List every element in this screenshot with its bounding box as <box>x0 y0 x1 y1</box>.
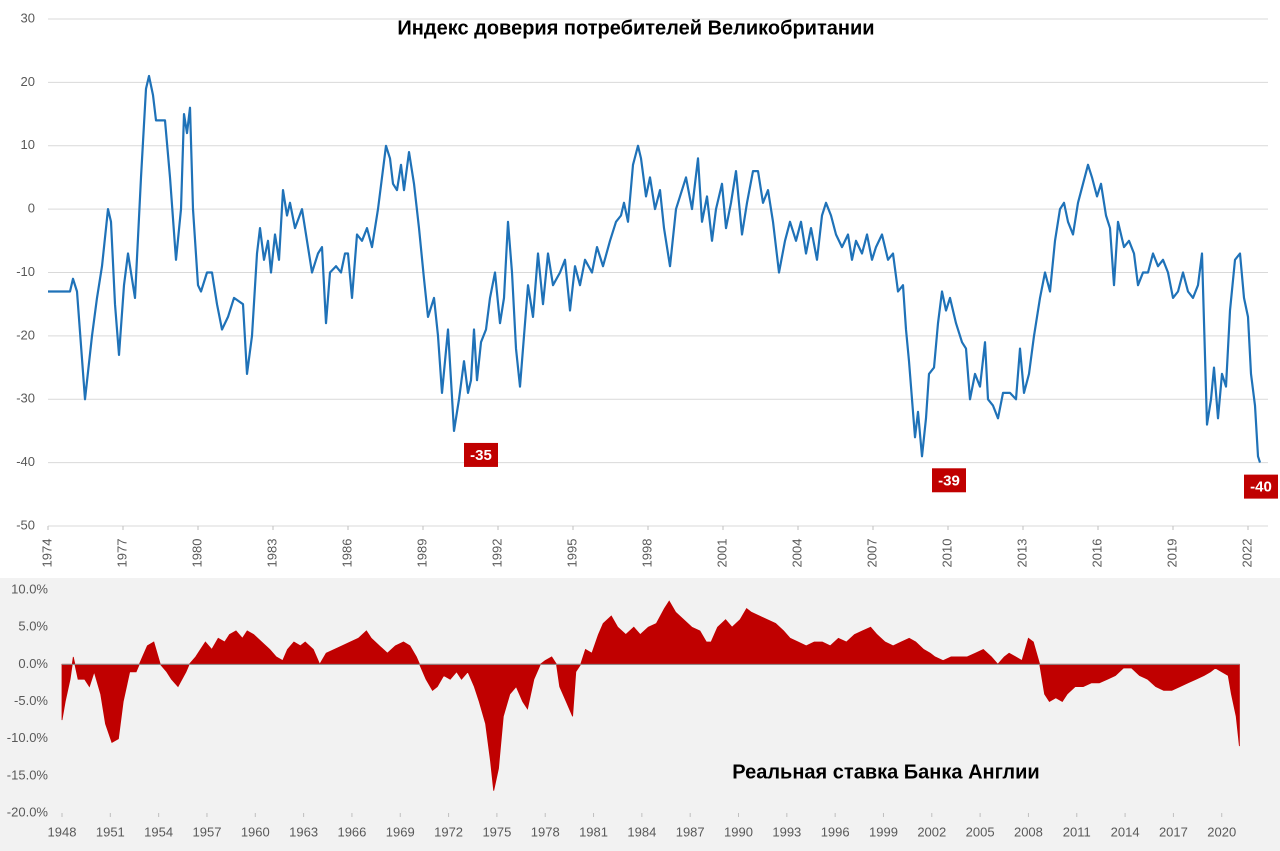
x-tick-label: 1996 <box>821 824 850 839</box>
annotation-label: -40 <box>1250 479 1272 496</box>
x-tick-label: 2019 <box>1164 539 1179 568</box>
x-tick-label: 1960 <box>241 824 270 839</box>
x-tick-label: 2007 <box>864 539 879 568</box>
y-tick-label: 30 <box>21 10 35 25</box>
x-tick-label: 2008 <box>1014 824 1043 839</box>
chart-title: Индекс доверия потребителей Великобритан… <box>397 17 874 39</box>
annotation-label: -39 <box>938 472 960 489</box>
x-tick-label: 1990 <box>724 824 753 839</box>
x-tick-label: 2014 <box>1111 824 1140 839</box>
x-tick-label: 1980 <box>189 539 204 568</box>
area <box>61 600 1240 791</box>
x-tick-label: 1986 <box>339 539 354 568</box>
x-tick-label: 1954 <box>144 824 173 839</box>
x-tick-label: 2005 <box>966 824 995 839</box>
y-tick-label: 20 <box>21 74 35 89</box>
y-tick-label: 10 <box>21 137 35 152</box>
x-tick-label: 1977 <box>114 539 129 568</box>
x-tick-label: 2016 <box>1089 539 1104 568</box>
x-tick-label: 2020 <box>1207 824 1236 839</box>
y-tick-label: -10 <box>16 264 35 279</box>
y-tick-label: -10.0% <box>7 730 49 745</box>
x-tick-label: 1987 <box>676 824 705 839</box>
annotation-box <box>1244 474 1278 499</box>
y-tick-label: -50 <box>16 517 35 532</box>
x-tick-label: 1984 <box>627 824 656 839</box>
x-tick-label: 1983 <box>264 539 279 568</box>
x-tick-label: 1951 <box>96 824 125 839</box>
line <box>48 74 1262 463</box>
y-tick-label: -5.0% <box>14 693 48 708</box>
x-tick-label: 1981 <box>579 824 608 839</box>
y-tick-label: 5.0% <box>18 619 48 634</box>
x-tick-label: 1957 <box>193 824 222 839</box>
x-tick-label: 1966 <box>337 824 366 839</box>
x-tick-label: 2013 <box>1014 539 1029 568</box>
chart-title: Реальная ставка Банка Англии <box>732 761 1039 783</box>
annotation-box <box>932 468 966 493</box>
x-tick-label: 1975 <box>482 824 511 839</box>
x-tick-label: 2010 <box>939 539 954 568</box>
y-tick-label: 0.0% <box>18 656 48 671</box>
x-tick-label: 1992 <box>489 539 504 568</box>
x-tick-label: 1963 <box>289 824 318 839</box>
annotation-label: -35 <box>470 447 492 464</box>
lower-panel-background <box>0 578 1280 851</box>
x-tick-label: 1989 <box>414 539 429 568</box>
x-tick-label: 1978 <box>531 824 560 839</box>
y-tick-label: -20 <box>16 327 35 342</box>
x-tick-label: 2011 <box>1063 824 1091 839</box>
x-tick-label: 1998 <box>639 539 654 568</box>
x-tick-label: 1995 <box>564 539 579 568</box>
x-tick-label: 1969 <box>386 824 415 839</box>
x-tick-label: 1972 <box>434 824 463 839</box>
x-tick-label: 1993 <box>772 824 801 839</box>
y-tick-label: -30 <box>16 391 35 406</box>
x-tick-label: 2001 <box>714 539 729 568</box>
x-tick-label: 1948 <box>48 824 77 839</box>
y-tick-label: -40 <box>16 454 35 469</box>
y-tick-label: -15.0% <box>7 767 49 782</box>
x-tick-label: 2022 <box>1239 539 1254 568</box>
x-tick-label: 1999 <box>869 824 898 839</box>
x-tick-label: 1974 <box>39 539 54 568</box>
x-tick-label: 2004 <box>789 539 804 568</box>
x-tick-label: 2017 <box>1159 824 1188 839</box>
y-tick-label: -20.0% <box>7 804 49 819</box>
x-tick-label: 2002 <box>917 824 946 839</box>
annotation-box <box>464 442 498 467</box>
y-tick-label: 10.0% <box>11 581 48 596</box>
y-tick-label: 0 <box>28 201 35 216</box>
